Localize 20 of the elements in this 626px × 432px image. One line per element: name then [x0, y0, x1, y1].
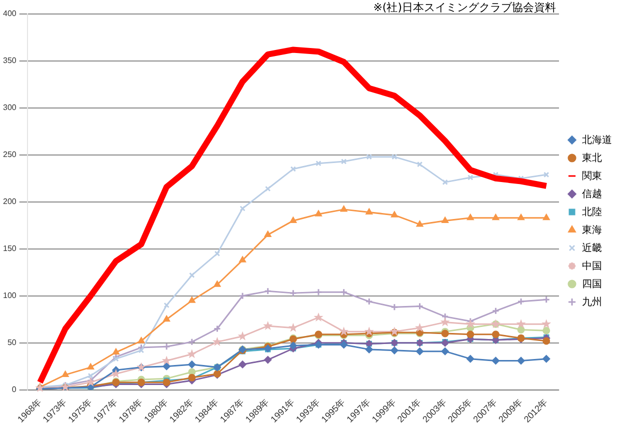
legend-label: 近畿	[582, 242, 602, 254]
legend-label: 中国	[582, 260, 602, 272]
legend-label: 関東	[582, 170, 602, 182]
y-tick-label: 0	[12, 385, 17, 394]
y-tick-label: 50	[7, 338, 17, 348]
legend-label: 信越	[582, 188, 602, 200]
y-tick-label: 250	[2, 150, 17, 160]
legend-label: 北海道	[582, 134, 612, 146]
annotation: ※(社)日本スイミングクラブ協会資料	[373, 0, 556, 15]
legend-label: 北陸	[582, 206, 602, 218]
legend-label: 東北	[582, 152, 602, 164]
legend-label: 九州	[582, 296, 602, 308]
y-tick-label: 200	[2, 197, 17, 206]
y-tick-label: 100	[2, 291, 17, 300]
legend-label: 東海	[582, 224, 602, 236]
legend-label: 四国	[582, 278, 602, 290]
y-tick-label: 150	[2, 244, 17, 254]
y-tick-label: 300	[2, 103, 17, 112]
y-tick-label: 350	[2, 56, 17, 66]
y-tick-label: 400	[2, 9, 17, 18]
